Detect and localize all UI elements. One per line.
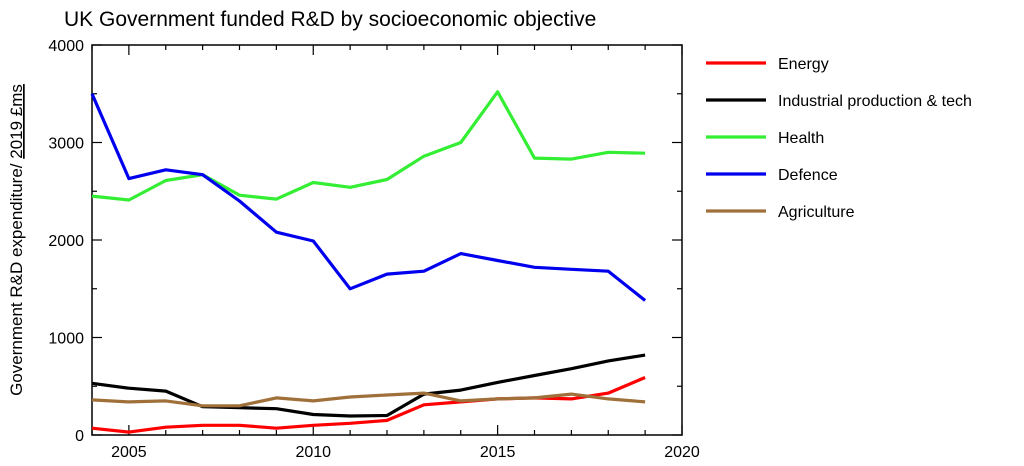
x-tick-label: 2005 [111, 444, 147, 461]
series-line-energy [91, 376, 646, 434]
x-axis: 2005 2010 2015 2020 [91, 45, 700, 461]
y-axis-label-prefix: Government R&D expenditure/ [7, 159, 26, 396]
y-axis-label-unit: 2019 £ms [7, 84, 26, 159]
legend-entry: Agriculture [706, 204, 855, 221]
y-tick-label: 3000 [48, 136, 84, 153]
legend-label: Health [778, 130, 824, 147]
plot-area: 2005 2010 2015 2020 0 1000 2000 3000 4000 [48, 38, 699, 461]
y-tick-label: 0 [75, 428, 84, 445]
series-line-agriculture [91, 391, 646, 408]
legend-label: Defence [778, 167, 838, 184]
y-tick-label: 4000 [48, 38, 84, 55]
series-line-health [91, 90, 646, 202]
y-tick-label: 2000 [48, 233, 84, 250]
x-tick-label: 2010 [295, 444, 331, 461]
series-line-defence [90, 93, 647, 302]
series-lines [90, 90, 647, 434]
legend-label: Industrial production & tech [778, 93, 972, 110]
chart-title: UK Government funded R&D by socioeconomi… [64, 8, 596, 31]
plot-frame [91, 44, 683, 436]
legend: Energy Industrial production & tech Health… [706, 56, 972, 221]
legend-entry: Energy [706, 56, 829, 73]
y-axis-label: Government R&D expenditure/ 2019 £ms [7, 84, 26, 396]
legend-entry: Defence [706, 167, 838, 184]
legend-label: Agriculture [778, 204, 855, 221]
x-tick-label: 2015 [480, 444, 516, 461]
y-tick-label: 1000 [48, 331, 84, 348]
series-line-industrial-production-tech [91, 353, 646, 418]
legend-label: Energy [778, 56, 829, 73]
legend-entry: Industrial production & tech [706, 93, 972, 110]
y-axis: 0 1000 2000 3000 4000 [48, 38, 682, 445]
x-tick-label: 2020 [664, 444, 700, 461]
legend-entry: Health [706, 130, 824, 147]
